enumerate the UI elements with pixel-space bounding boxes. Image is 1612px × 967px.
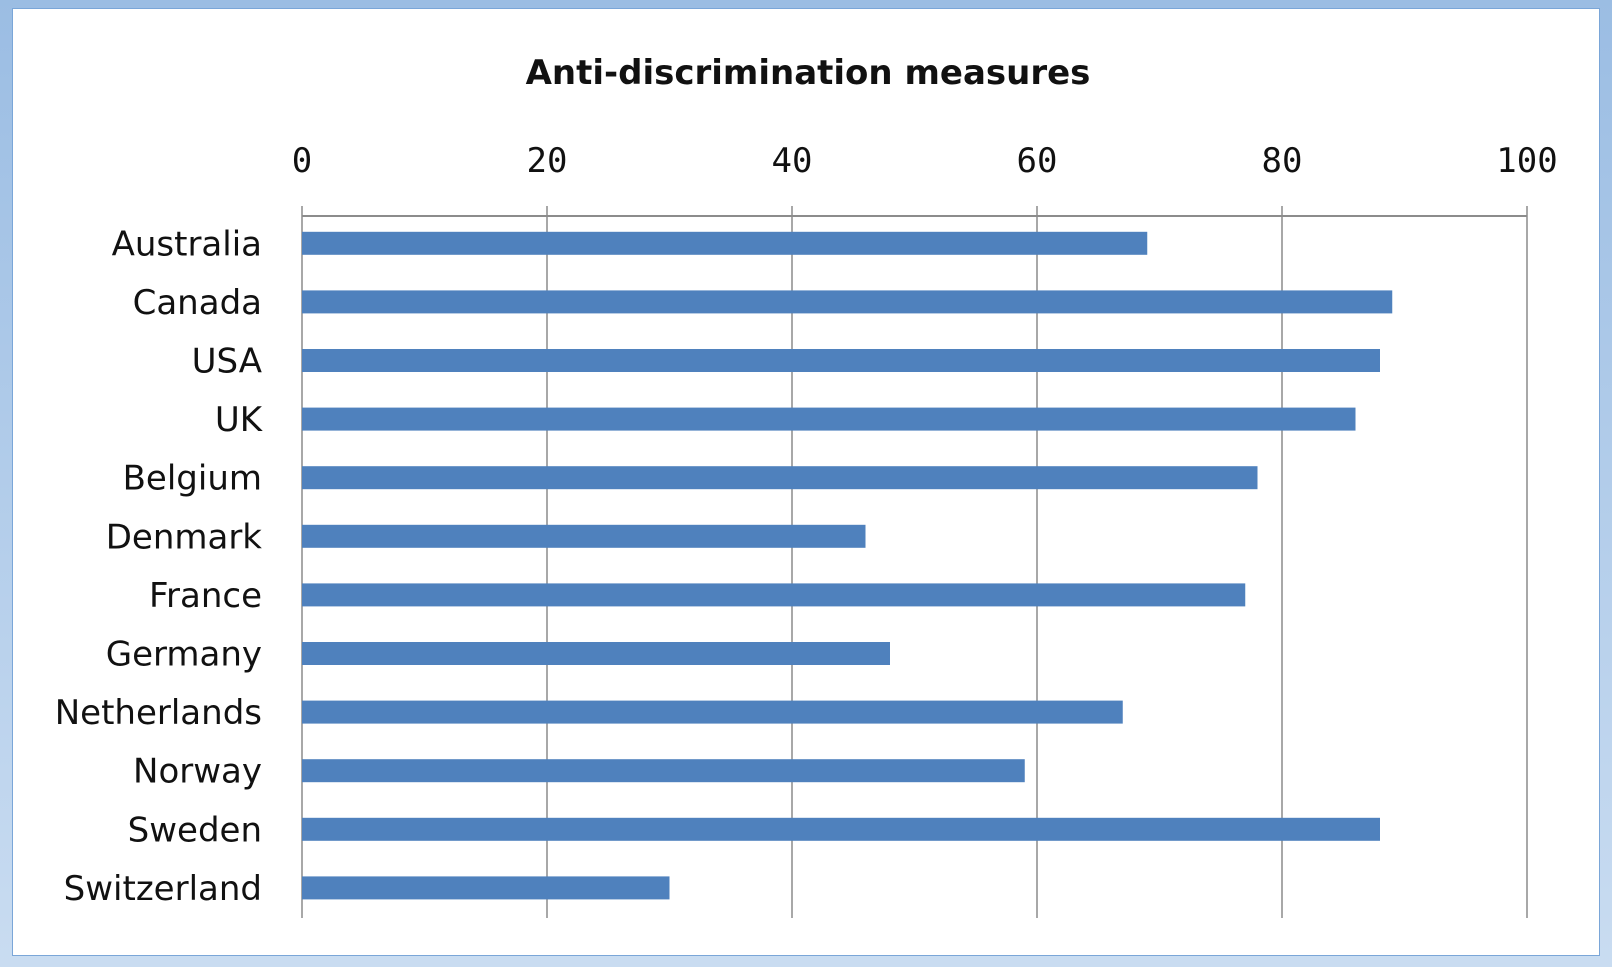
x-tick-label: 40 [772, 141, 813, 181]
bar [302, 466, 1258, 490]
category-label: USA [192, 342, 262, 382]
x-axis-ticks: 0 20 40 60 80 100 [292, 141, 1558, 181]
x-tick-label: 20 [527, 141, 568, 181]
bars [302, 231, 1393, 900]
category-labels: Australia Canada USA UK Belgium Denmark France… [55, 224, 264, 909]
category-label: France [149, 576, 262, 616]
category-label: Australia [112, 224, 262, 264]
chart-title: Anti-discrimination measures [526, 53, 1091, 93]
category-label: Belgium [123, 459, 262, 499]
x-tick-label: 100 [1496, 141, 1557, 181]
bar [302, 231, 1148, 255]
gridlines [301, 206, 1528, 918]
bar [302, 524, 866, 548]
category-label: Netherlands [55, 693, 262, 733]
bar [302, 642, 890, 665]
bar [302, 407, 1356, 431]
category-label: UK [215, 400, 264, 440]
x-tick-label: 80 [1262, 141, 1303, 181]
category-label: Switzerland [64, 869, 262, 909]
bar [302, 759, 1025, 783]
bar [302, 290, 1393, 314]
bar [302, 583, 1246, 607]
bar [302, 817, 1380, 841]
bar [302, 876, 670, 900]
category-label: Sweden [128, 810, 262, 850]
category-label: Germany [106, 635, 262, 675]
x-tick-label: 60 [1017, 141, 1058, 181]
category-label: Canada [133, 283, 262, 323]
category-label: Norway [133, 752, 262, 792]
bar [302, 349, 1380, 372]
x-tick-label: 0 [292, 141, 312, 181]
bar [302, 700, 1123, 724]
category-label: Denmark [106, 517, 263, 557]
